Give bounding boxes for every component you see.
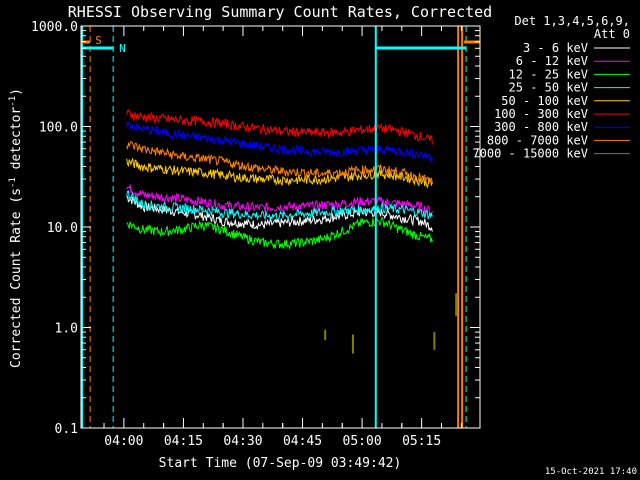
legend-entry-label: 50 - 100 keV — [501, 94, 588, 108]
series-line — [126, 184, 433, 217]
y-tick-label: 1000.0 — [31, 20, 78, 35]
series-line — [126, 140, 433, 184]
y-axis-label-end: ) — [9, 88, 24, 96]
generation-timestamp: 15-Oct-2021 17:40 — [545, 467, 637, 477]
series-line — [126, 109, 433, 145]
y-axis-label-main: Corrected Count Rate (s — [9, 188, 24, 368]
y-axis-label-sup1: -1 — [8, 177, 18, 188]
x-tick-label: 05:15 — [402, 434, 441, 449]
series-line — [126, 216, 433, 251]
series-line — [126, 190, 433, 221]
saa-marker-label: S — [95, 34, 102, 47]
series-layer — [126, 109, 433, 251]
y-axis-label-sup2: -1 — [8, 96, 18, 107]
legend-entry-label: 300 - 800 keV — [494, 120, 588, 134]
legend-entry-label: 100 - 300 keV — [494, 107, 588, 121]
y-axis-label: Corrected Count Rate (s-1 detector-1) — [8, 88, 24, 368]
x-tick-label: 04:30 — [223, 434, 262, 449]
x-tick-label: 04:00 — [104, 434, 143, 449]
x-tick-label: 04:15 — [164, 434, 203, 449]
x-tick-label: 04:45 — [283, 434, 322, 449]
overlay-layer: SN — [81, 26, 480, 428]
legend-entry-label: 12 - 25 keV — [509, 67, 588, 81]
y-tick-label: 10.0 — [47, 221, 78, 236]
legend-entry-label: 800 - 7000 keV — [487, 133, 588, 147]
series-line — [126, 120, 433, 162]
y-tick-label: 100.0 — [39, 121, 78, 136]
legend-entry-label: 7000 - 15000 keV — [472, 147, 588, 161]
legend-entry-label: 6 - 12 keV — [516, 54, 588, 68]
y-tick-label: 1.0 — [55, 322, 78, 337]
legend-entry-label: 3 - 6 keV — [523, 41, 588, 55]
y-axis-label-mid: detector — [9, 107, 24, 178]
night-marker-label: N — [119, 42, 126, 55]
legend-entry-label: 25 - 50 keV — [509, 81, 588, 95]
legend-header-attenuator: Att 0 — [594, 27, 630, 41]
x-axis-label: Start Time (07-Sep-09 03:49:42) — [159, 456, 402, 471]
legend-header-detectors: Det 1,3,4,5,6,9, — [514, 14, 630, 28]
chart-title: RHESSI Observing Summary Count Rates, Co… — [68, 3, 492, 21]
y-tick-label: 0.1 — [55, 422, 78, 437]
x-tick-label: 05:00 — [343, 434, 382, 449]
axis-layer: 0.1 1.0 10.0 100.0 1000.0 04:00 04:15 04:30 04:4… — [31, 20, 481, 449]
